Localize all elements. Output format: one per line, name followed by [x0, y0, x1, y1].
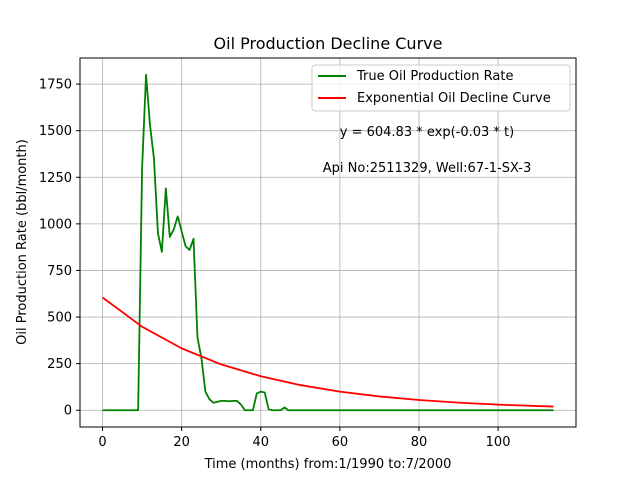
legend-label-decline-curve: Exponential Oil Decline Curve [357, 91, 551, 106]
y-tick-label: 1500 [39, 124, 72, 139]
y-axis-label: Oil Production Rate (bbl/month) [15, 139, 30, 345]
y-tick-label: 500 [47, 311, 72, 326]
exponential-decline-curve-line [102, 296, 554, 408]
x-tick-label: 100 [486, 435, 511, 450]
y-tick-label: 250 [47, 357, 72, 372]
true-oil-production-rate-line [102, 73, 554, 412]
x-axis-label: Time (months) from:1/1990 to:7/2000 [204, 457, 452, 472]
y-tick-label: 1250 [39, 171, 72, 186]
x-tick-label: 60 [332, 435, 349, 450]
x-tick-label: 20 [173, 435, 190, 450]
x-tick-label: 0 [98, 435, 106, 450]
legend: True Oil Production Rate Exponential Oil… [311, 64, 571, 112]
legend-label-true-rate: True Oil Production Rate [356, 69, 513, 84]
y-tick-label: 1750 [39, 78, 72, 93]
legend-box [311, 64, 571, 112]
y-tick-label: 750 [47, 264, 72, 279]
series-layer [102, 73, 554, 412]
y-tick-label: 0 [64, 404, 72, 419]
y-tick-label: 1000 [39, 217, 72, 232]
x-tick-label: 80 [411, 435, 428, 450]
well-annotation: Api No:2511329, Well:67-1-SX-3 [323, 161, 531, 176]
x-tick-label: 40 [252, 435, 269, 450]
plot-frame [79, 57, 577, 428]
chart-title: Oil Production Decline Curve [214, 34, 443, 53]
equation-annotation: y = 604.83 * exp(-0.03 * t) [340, 125, 514, 140]
